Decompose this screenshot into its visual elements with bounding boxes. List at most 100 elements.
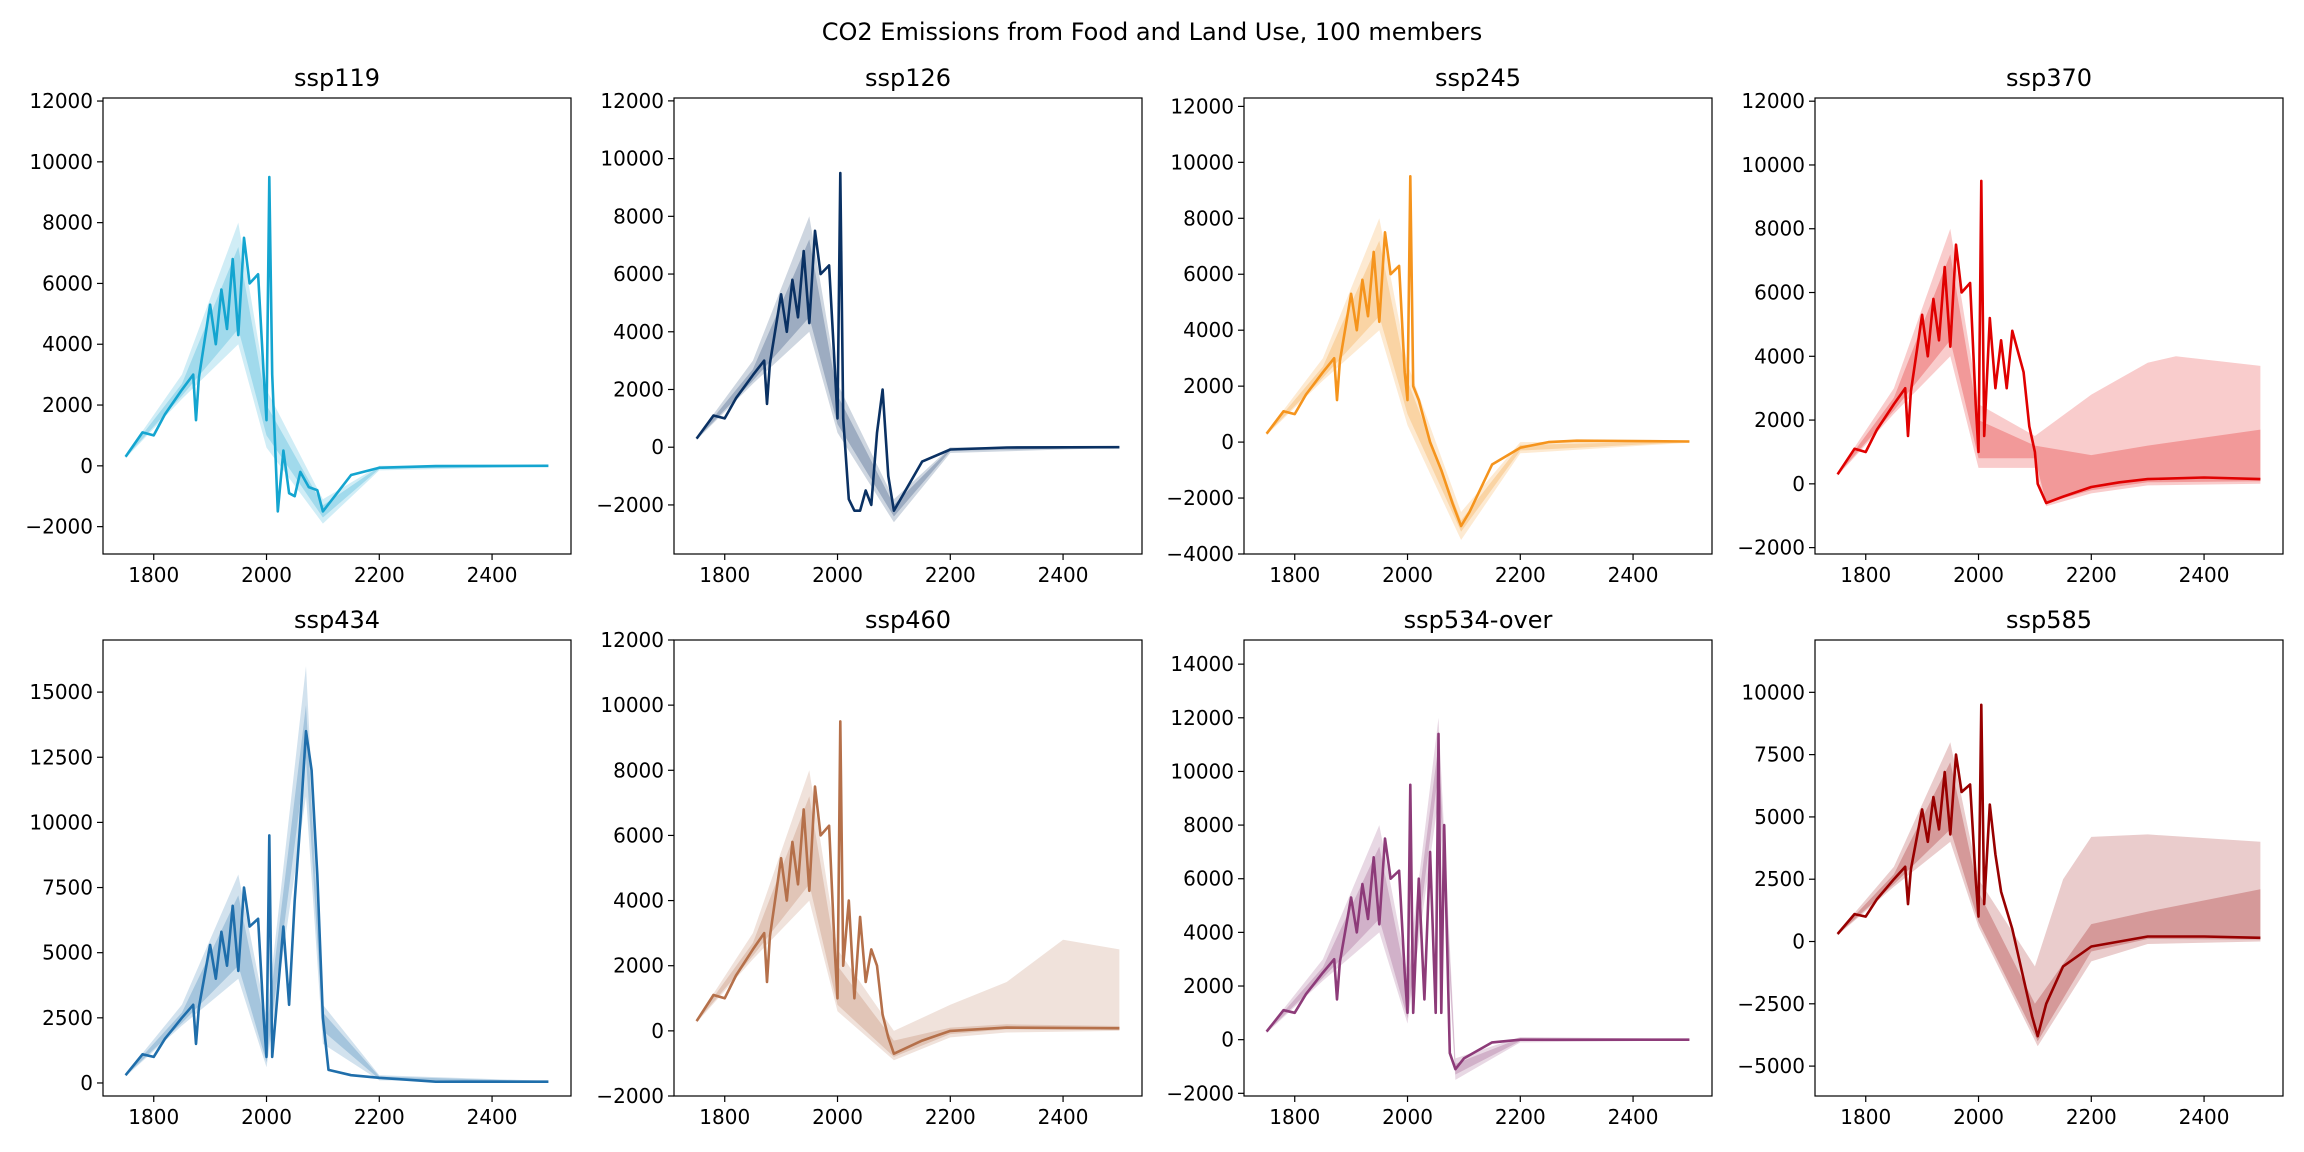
band-outer [125, 666, 549, 1083]
y-tick-label: 2000 [1754, 408, 1805, 432]
y-tick-label: 7500 [1754, 743, 1805, 767]
x-tick-label: 2000 [1953, 1105, 2004, 1129]
y-tick-label: −2000 [1737, 536, 1805, 560]
band-outer [696, 216, 1120, 523]
y-tick-label: 5000 [42, 941, 93, 965]
y-tick-label: 0 [1792, 930, 1805, 954]
x-tick-label: 1800 [699, 563, 750, 587]
band-inner [696, 796, 1120, 1057]
y-tick-label: 10000 [1741, 680, 1805, 704]
y-tick-label: 12000 [1741, 89, 1805, 113]
panel-ssp119: ssp119 1800 2000 2200 2400 −2000 0 2000 4000 6000… [25, 64, 572, 587]
band-outer [1837, 742, 2261, 1047]
series-line [1265, 732, 1690, 1071]
x-tick-label: 2000 [812, 563, 863, 587]
plot-frame [1814, 97, 2284, 555]
y-tick-label: 4000 [1754, 344, 1805, 368]
x-tick-label: 2400 [1608, 1105, 1659, 1129]
y-tick-label: −2000 [1166, 486, 1234, 510]
y-tick-label: 12500 [29, 745, 93, 769]
y-tick-label: 4000 [42, 332, 93, 356]
series-line [124, 729, 549, 1083]
x-tick-label: 1800 [128, 1105, 179, 1129]
y-tick-label: 2500 [42, 1006, 93, 1030]
x-tick-label: 1800 [1840, 563, 1891, 587]
y-tick-label: 14000 [1170, 652, 1234, 676]
y-tick-label: 12000 [1170, 94, 1234, 118]
plot-frame [102, 639, 572, 1097]
x-tick-label: 2000 [241, 563, 292, 587]
y-tick-label: 8000 [613, 758, 664, 782]
y-tick-label: 6000 [42, 271, 93, 295]
y-tick-label: 0 [80, 454, 93, 478]
plot-frame [1814, 639, 2284, 1097]
y-tick-label: 2000 [613, 377, 664, 401]
y-tick-label: −5000 [1737, 1054, 1805, 1078]
band-outer [696, 770, 1120, 1061]
y-tick-label: −2500 [1737, 992, 1805, 1016]
x-tick-label: 1800 [699, 1105, 750, 1129]
panel-title: ssp245 [1435, 64, 1521, 92]
y-tick-label: −2000 [25, 515, 93, 539]
panel-title: ssp119 [294, 64, 380, 92]
y-tick-label: 2000 [1183, 974, 1234, 998]
y-tick-label: 6000 [613, 262, 664, 286]
figure-title: CO2 Emissions from Food and Land Use, 10… [821, 18, 1483, 46]
y-tick-label: 12000 [600, 89, 664, 113]
y-tick-label: 8000 [613, 204, 664, 228]
y-tick-label: 15000 [29, 680, 93, 704]
band-outer [1266, 218, 1690, 541]
panel-ssp245: ssp245 1800 2000 2200 2400 −4000 −2000 0 2000 400… [1166, 64, 1713, 587]
y-tick-label: 4000 [613, 889, 664, 913]
x-tick-label: 2200 [354, 563, 405, 587]
y-tick-label: 12000 [29, 89, 93, 113]
x-tick-label: 2400 [467, 563, 518, 587]
y-tick-label: 0 [80, 1071, 93, 1095]
band-inner [1266, 744, 1690, 1075]
series-line [124, 175, 549, 513]
y-tick-label: 2000 [613, 954, 664, 978]
y-tick-label: 0 [1221, 1028, 1234, 1052]
panel-title: ssp370 [2006, 64, 2092, 92]
y-tick-label: 10000 [1170, 759, 1234, 783]
panel-title: ssp460 [865, 606, 951, 634]
y-tick-label: 10000 [1741, 153, 1805, 177]
panel-title: ssp585 [2006, 606, 2092, 634]
series-line [1836, 703, 2261, 1038]
y-tick-label: 0 [1221, 430, 1234, 454]
band-inner [1266, 240, 1690, 532]
x-tick-label: 2400 [2179, 1105, 2230, 1129]
x-tick-label: 2200 [354, 1105, 405, 1129]
panel-ssp434: ssp434 1800 2000 2200 2400 0 2500 5000 7500 10000… [29, 606, 572, 1129]
band-outer [125, 222, 549, 524]
y-tick-label: 10000 [600, 147, 664, 171]
y-tick-label: 4000 [1183, 318, 1234, 342]
y-tick-label: 10000 [600, 693, 664, 717]
y-tick-label: 10000 [29, 810, 93, 834]
x-tick-label: 2000 [1382, 1105, 1433, 1129]
x-tick-label: 1800 [128, 563, 179, 587]
y-tick-label: 0 [651, 435, 664, 459]
y-tick-label: 6000 [1183, 262, 1234, 286]
y-tick-label: −4000 [1166, 542, 1234, 566]
plot-frame [673, 639, 1143, 1097]
y-tick-label: 2000 [1183, 374, 1234, 398]
series-line [695, 171, 1120, 512]
band-inner [125, 247, 549, 518]
y-tick-label: 8000 [42, 211, 93, 235]
y-tick-label: 0 [1792, 472, 1805, 496]
x-tick-label: 2400 [1608, 563, 1659, 587]
y-tick-label: 2500 [1754, 867, 1805, 891]
panel-ssp460: ssp460 1800 2000 2200 2400 −2000 0 2000 4000 6000… [596, 606, 1143, 1129]
x-tick-label: 2200 [2066, 1105, 2117, 1129]
x-tick-label: 2200 [925, 563, 976, 587]
plot-frame [102, 97, 572, 555]
plot-frame [1243, 97, 1713, 555]
y-tick-label: 8000 [1183, 206, 1234, 230]
x-tick-label: 2400 [1038, 563, 1089, 587]
panel-ssp585: ssp585 1800 2000 2200 2400 −5000 −2500 0 2500 500… [1737, 606, 2284, 1129]
x-tick-label: 2000 [1953, 563, 2004, 587]
panel-title: ssp534-over [1404, 606, 1553, 634]
x-tick-label: 1800 [1840, 1105, 1891, 1129]
x-tick-label: 1800 [1269, 1105, 1320, 1129]
